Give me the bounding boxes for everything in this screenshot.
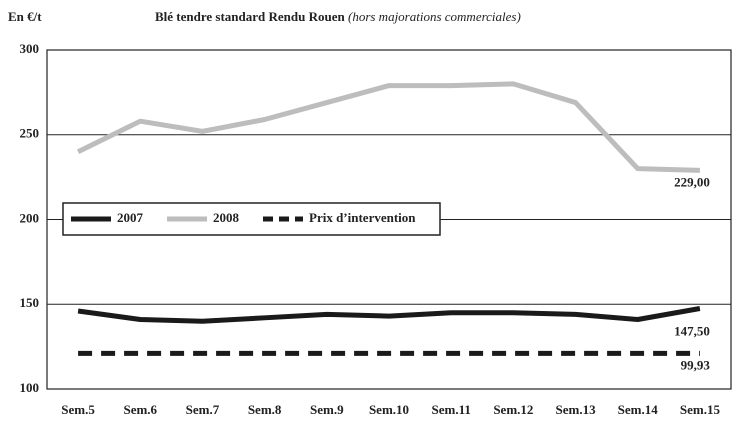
x-tick-label: Sem.9: [310, 402, 344, 417]
title: Blé tendre standard Rendu Rouen: [155, 9, 346, 24]
legend-label: 2007: [117, 210, 144, 225]
y-tick-label: 150: [20, 295, 40, 310]
y-tick-label: 250: [20, 126, 40, 141]
legend-label: Prix d’intervention: [309, 210, 416, 225]
chart-title: Blé tendre standard Rendu Rouen (hors ma…: [155, 9, 521, 24]
y-tick-label: 300: [20, 41, 40, 56]
y-axis-label: En €/t: [8, 9, 42, 24]
y-tick-label: 100: [20, 380, 40, 395]
x-tick-label: Sem.15: [680, 402, 721, 417]
x-tick-label: Sem.14: [618, 402, 659, 417]
x-tick-label: Sem.7: [186, 402, 220, 417]
y-tick-label: 200: [20, 210, 40, 225]
x-tick-label: Sem.5: [61, 402, 95, 417]
x-tick-label: Sem.8: [248, 402, 282, 417]
x-tick-label: Sem.11: [431, 402, 470, 417]
series-line: [76, 81, 700, 173]
subtitle: (hors majorations commerciales): [348, 9, 521, 24]
series-line: [77, 306, 701, 324]
legend-box: [62, 202, 441, 236]
x-tick-label: Sem.6: [123, 402, 157, 417]
value-label: 147,50: [674, 323, 710, 338]
x-tick-label: Sem.13: [555, 402, 596, 417]
x-tick-label: Sem.10: [369, 402, 409, 417]
legend-label: 2008: [213, 210, 240, 225]
x-tick-label: Sem.12: [493, 402, 533, 417]
annotation: 99,93: [681, 357, 711, 372]
value-label: 229,00: [674, 174, 710, 189]
